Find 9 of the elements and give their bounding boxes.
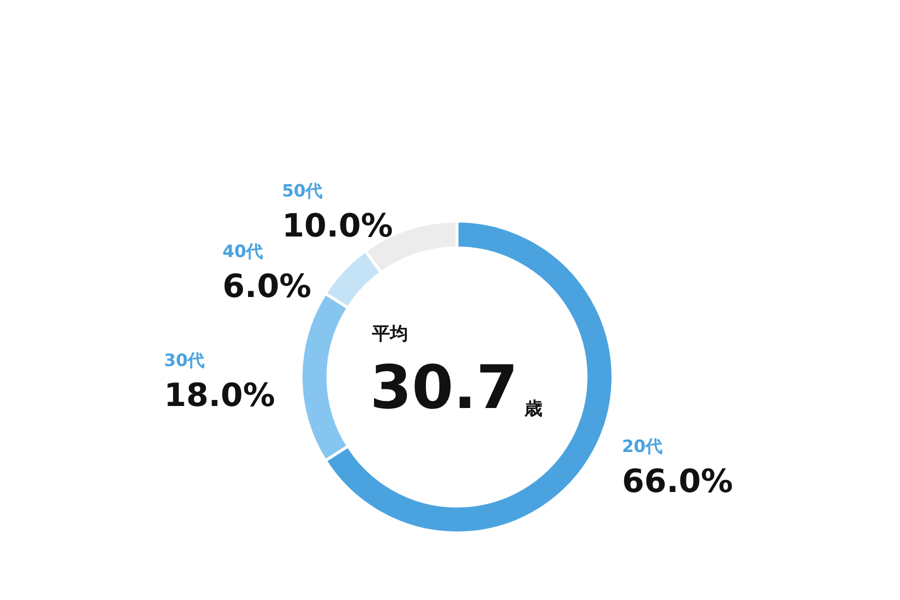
slice-label: 50代	[282, 182, 323, 202]
data-label: 6.0%	[222, 267, 312, 306]
text: 平均	[371, 324, 408, 344]
slice-label: 30代	[164, 351, 205, 371]
slice-label: 40代	[222, 242, 264, 262]
data-label: 18.0%	[164, 376, 275, 414]
data-label: 66.0%	[622, 462, 733, 500]
data-label: 10.0%	[282, 206, 393, 245]
slice-label: 20代	[622, 436, 663, 457]
